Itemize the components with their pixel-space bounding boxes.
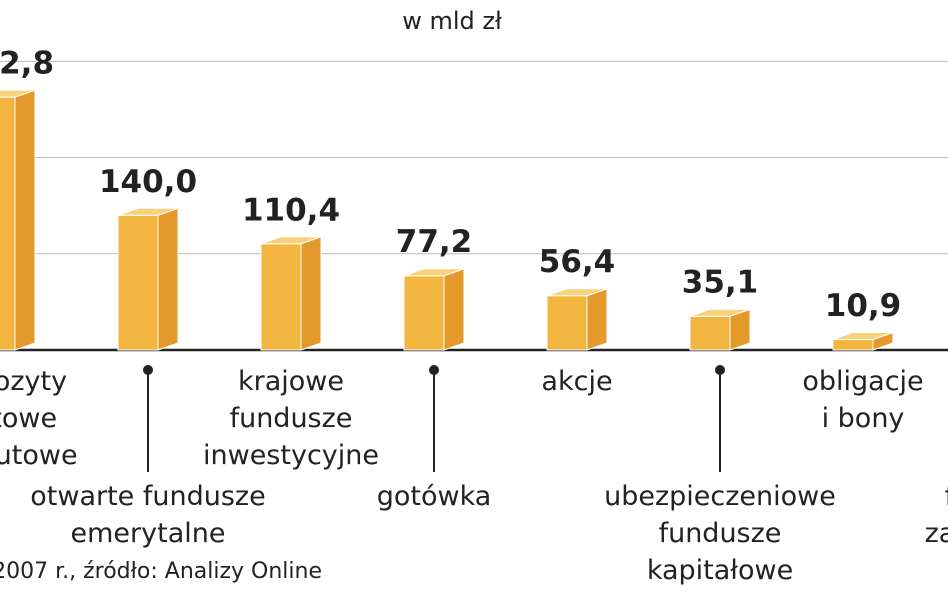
x-tick-label: gotówka: [377, 481, 492, 512]
bar-top: [832, 332, 894, 341]
bar-front: [689, 315, 731, 351]
chart-subtitle: w mld zł: [402, 7, 502, 35]
bar-front: [832, 339, 874, 351]
bar-front: [403, 275, 445, 351]
value-label: 140,0: [99, 164, 197, 200]
value-label: 35,1: [682, 265, 759, 301]
x-tick-label: ubezpieczeniowe fundusze kapitałowe: [604, 481, 836, 586]
x-tick-label: depozytyzłotowei walutowe: [0, 366, 78, 471]
bar-top: [0, 89, 36, 98]
value-label: 77,2: [396, 224, 473, 260]
bar: [260, 236, 322, 351]
bar-front: [0, 96, 16, 351]
bar-top: [403, 268, 465, 277]
bar-front: [260, 243, 302, 351]
bar-side: [14, 89, 36, 351]
bar: [689, 308, 751, 351]
bar-top: [689, 308, 751, 317]
bar-side: [443, 268, 465, 351]
value-label: 10,9: [825, 288, 902, 324]
bar: [832, 331, 894, 351]
bar-side: [157, 207, 179, 351]
bar-top: [260, 236, 322, 245]
value-label: 56,4: [539, 244, 616, 280]
leader-dot: [143, 365, 153, 375]
x-tick-label: akcje: [541, 366, 612, 397]
bar-top: [546, 288, 608, 297]
bar: [546, 288, 608, 351]
x-tick-label: obligacje i bony: [802, 366, 923, 434]
bar-side: [300, 236, 322, 351]
bar-side: [586, 288, 608, 351]
leader-dot: [715, 365, 725, 375]
x-tick-label: otwarte fundusze emerytalne: [30, 481, 265, 549]
bar-top: [117, 207, 179, 216]
bar: [403, 268, 465, 351]
value-label: 110,4: [242, 192, 340, 228]
bar: [117, 207, 179, 351]
x-tick-label: krajowe fundusze inwestycyjne: [203, 366, 379, 471]
x-tick-label: funduszezagraniczne: [925, 481, 948, 549]
bar-front: [117, 214, 159, 351]
source-note: 2007 r., źródło: Analizy Online: [0, 559, 322, 584]
bar: [0, 89, 36, 351]
value-label: 262,8: [0, 46, 54, 82]
bar-front: [546, 295, 588, 351]
leader-dot: [429, 365, 439, 375]
